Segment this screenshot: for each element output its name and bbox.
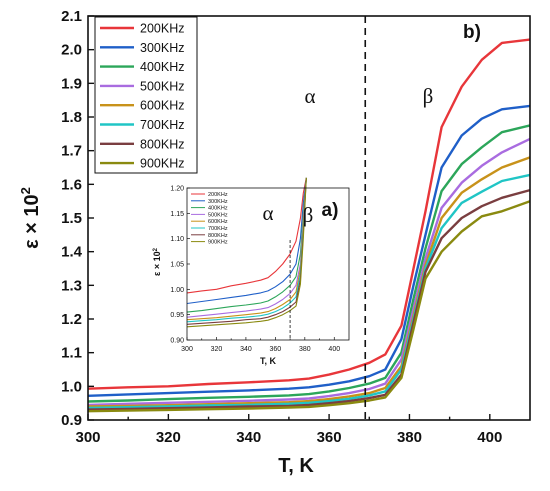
inset-series-line-900KHz	[186, 177, 307, 328]
inset-legend-label-700KHz: 700KHz	[208, 226, 228, 232]
inset-y-tick-label: 1.20	[170, 186, 184, 193]
main-series-line-200KHz	[87, 38, 531, 390]
main-x-axis-title: T, K	[278, 455, 314, 477]
main-y-tick-label: 1.1	[61, 345, 82, 362]
main-phase-label-beta: β	[423, 84, 434, 108]
main-legend-label-800KHz: 800KHz	[140, 137, 184, 151]
main-legend-label-600KHz: 600KHz	[140, 99, 184, 113]
inset-plot: 300 320 340 360 380 400 0.90 0.95 1.00 1.05 1.10 1.…	[152, 177, 350, 366]
main-x-tick-label: 360	[317, 429, 342, 446]
main-y-tick-label: 1.8	[61, 109, 82, 126]
inset-legend-label-600KHz: 600KHz	[208, 219, 228, 225]
main-y-axis-title-exponent: 2	[18, 187, 33, 194]
main-y-tick-label: 0.9	[61, 412, 82, 429]
inset-series-line-800KHz	[186, 177, 307, 325]
inset-y-tick-label: 1.05	[170, 262, 184, 269]
main-y-tick-label: 1.7	[61, 143, 82, 160]
main-y-tick-label: 1.6	[61, 176, 82, 193]
main-x-tick-label: 340	[236, 429, 261, 446]
inset-x-tick-label: 400	[328, 346, 340, 353]
inset-series-line-200KHz	[186, 177, 307, 294]
main-legend-label-200KHz: 200KHz	[140, 22, 184, 36]
main-series-line-800KHz	[87, 188, 531, 411]
inset-series-line-400KHz	[186, 177, 307, 313]
main-phase-label-alpha: α	[304, 84, 315, 108]
inset-y-tick-label: 1.00	[170, 287, 184, 294]
main-legend-label-300KHz: 300KHz	[140, 41, 184, 55]
inset-legend-label-500KHz: 500KHz	[208, 212, 228, 218]
main-series-line-400KHz	[87, 124, 531, 403]
main-y-tick-label: 1.0	[61, 378, 82, 395]
inset-series-line-600KHz	[186, 177, 307, 321]
inset-x-axis-title: T, K	[260, 356, 277, 366]
main-series-line-900KHz	[87, 200, 531, 413]
inset-phase-label-beta: β	[303, 203, 314, 227]
inset-y-tick-label: 1.15	[170, 211, 184, 218]
inset-y-tick-label: 0.90	[170, 338, 184, 345]
inset-legend-label-200KHz: 200KHz	[208, 192, 228, 198]
inset-series-line-500KHz	[186, 177, 307, 318]
main-series-line-500KHz	[87, 137, 531, 407]
inset-x-tick-label: 360	[270, 346, 282, 353]
main-series-line-600KHz	[87, 156, 531, 408]
main-y-tick-label: 1.9	[61, 75, 82, 92]
main-x-tick-label: 400	[477, 429, 502, 446]
main-y-tick-label: 1.3	[61, 277, 82, 294]
main-y-tick-label: 2.0	[61, 42, 82, 59]
inset-x-tick-label: 380	[299, 346, 311, 353]
main-y-tick-label: 1.2	[61, 311, 82, 328]
inset-series-line-300KHz	[186, 177, 307, 305]
main-y-tick-label: 1.4	[61, 244, 83, 261]
main-y-tick-label: 2.1	[61, 8, 82, 25]
main-legend-label-500KHz: 500KHz	[140, 79, 184, 93]
inset-y-axis-title: ε × 102	[152, 247, 162, 276]
main-legend-label-900KHz: 900KHz	[140, 157, 184, 171]
inset-x-tick-label: 320	[211, 346, 223, 353]
main-legend-box	[94, 16, 198, 174]
main-x-tick-label: 300	[75, 429, 100, 446]
inset-legend-label-400KHz: 400KHz	[208, 206, 228, 212]
inset-phase-label-alpha: α	[262, 201, 273, 225]
main-panel-label: b)	[463, 22, 481, 43]
inset-x-tick-label: 340	[240, 346, 252, 353]
main-x-tick-label: 320	[156, 429, 181, 446]
main-legend-label-700KHz: 700KHz	[140, 118, 184, 132]
inset-y-axis-title-exponent: 2	[153, 247, 159, 251]
main-y-axis-title: ε × 102	[18, 187, 43, 249]
main-plot: 300 320 340 360 380 400 0.9 1.0 1.1 1.2 1.3 1.4 1.5 1…	[18, 8, 531, 477]
inset-legend-label-300KHz: 300KHz	[208, 199, 228, 205]
main-legend-label-400KHz: 400KHz	[140, 60, 184, 74]
main-x-tick-label: 380	[397, 429, 422, 446]
inset-legend-label-800KHz: 800KHz	[208, 233, 228, 239]
main-y-tick-label: 1.5	[61, 210, 82, 227]
inset-series-line-700KHz	[186, 177, 307, 323]
inset-y-tick-label: 1.10	[170, 236, 184, 243]
inset-x-tick-label: 300	[181, 346, 193, 353]
inset-panel-label: a)	[322, 200, 339, 221]
inset-legend-label-900KHz: 900KHz	[208, 240, 228, 246]
main-series-line-700KHz	[87, 173, 531, 410]
inset-y-tick-label: 0.95	[170, 312, 184, 319]
main-series-line-300KHz	[87, 104, 531, 397]
